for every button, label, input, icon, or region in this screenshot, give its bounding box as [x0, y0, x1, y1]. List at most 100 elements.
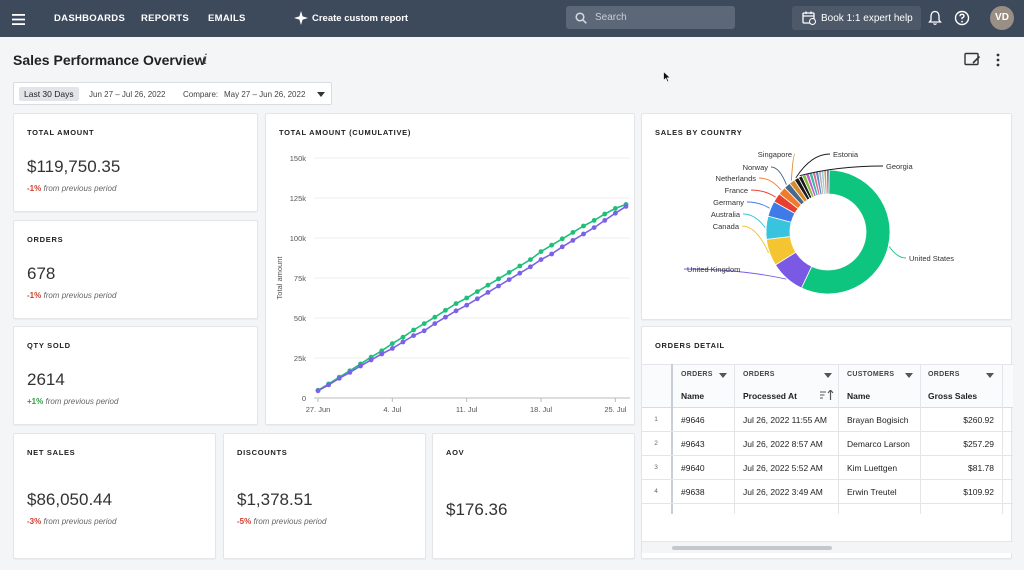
- data-point[interactable]: [559, 244, 565, 250]
- column-header-customer-name[interactable]: Name: [847, 391, 871, 401]
- data-point[interactable]: [453, 301, 459, 306]
- book-expert-help-button[interactable]: Book 1:1 expert help: [792, 6, 921, 30]
- column-menu-icon[interactable]: [986, 373, 994, 378]
- column-header-order-name[interactable]: Name: [681, 391, 705, 401]
- data-point[interactable]: [474, 289, 480, 294]
- data-point[interactable]: [389, 341, 395, 346]
- data-point[interactable]: [443, 314, 448, 320]
- data-point[interactable]: [400, 339, 406, 345]
- more-options-icon[interactable]: [995, 53, 1001, 67]
- data-point[interactable]: [389, 346, 395, 351]
- data-point[interactable]: [528, 257, 533, 262]
- data-point[interactable]: [411, 333, 416, 338]
- column-menu-icon[interactable]: [719, 373, 727, 378]
- customer-name-cell: Brayan Bogisich: [847, 415, 909, 425]
- nav-emails[interactable]: EMAILS: [208, 13, 246, 24]
- data-point[interactable]: [528, 264, 533, 270]
- processed-at-cell: Jul 26, 2022 11:55 AM: [743, 415, 827, 425]
- sort-descending-icon[interactable]: [820, 390, 834, 400]
- data-point[interactable]: [421, 328, 427, 334]
- column-group-orders: ORDERS: [681, 371, 713, 378]
- data-point[interactable]: [453, 308, 459, 314]
- info-icon[interactable]: i: [203, 52, 208, 68]
- data-point[interactable]: [581, 231, 586, 237]
- data-point[interactable]: [612, 210, 618, 216]
- avatar[interactable]: VD: [990, 6, 1014, 30]
- data-point[interactable]: [379, 351, 385, 357]
- data-point[interactable]: [581, 223, 586, 229]
- data-point[interactable]: [464, 295, 470, 301]
- menu-icon[interactable]: [12, 12, 25, 25]
- table-row[interactable]: 2 #9643 Jul 26, 2022 8:57 AM Demarco Larson…: [642, 432, 1013, 456]
- data-point[interactable]: [549, 251, 555, 257]
- label-leader: [795, 153, 831, 179]
- change-value: -5%: [237, 517, 252, 526]
- table-row[interactable]: 4 #9638 Jul 26, 2022 3:49 AM Erwin Treutel $…: [642, 480, 1013, 504]
- data-point[interactable]: [570, 238, 576, 243]
- calendar-icon: [802, 11, 816, 25]
- data-point[interactable]: [496, 276, 501, 282]
- nav-dashboards[interactable]: DASHBOARDS: [54, 13, 126, 24]
- table-row[interactable]: 3 #9640 Jul 26, 2022 5:52 AM Kim Luettgen $8…: [642, 456, 1013, 480]
- data-point[interactable]: [591, 225, 597, 230]
- column-header-gross-sales[interactable]: Gross Sales: [928, 391, 978, 401]
- donut-slice[interactable]: [800, 169, 891, 295]
- scrollbar-thumb[interactable]: [672, 546, 832, 550]
- order-name-cell: #9643: [681, 439, 705, 449]
- data-point[interactable]: [443, 307, 448, 313]
- nav-reports[interactable]: REPORTS: [141, 13, 190, 24]
- help-icon[interactable]: [954, 10, 970, 26]
- data-point[interactable]: [315, 388, 321, 394]
- label-leader: [770, 166, 787, 185]
- slice-label: United States: [909, 254, 954, 263]
- data-point[interactable]: [591, 218, 597, 223]
- data-point[interactable]: [602, 218, 608, 223]
- data-point[interactable]: [336, 375, 342, 381]
- data-point[interactable]: [623, 204, 629, 209]
- data-point[interactable]: [432, 314, 438, 320]
- data-point[interactable]: [538, 257, 544, 262]
- search-input[interactable]: Search: [566, 6, 735, 29]
- data-point[interactable]: [474, 296, 480, 302]
- slice-label: United Kingdom: [687, 265, 740, 274]
- kpi-value: $86,050.44: [27, 490, 113, 509]
- horizontal-scrollbar[interactable]: [642, 541, 1013, 553]
- chevron-down-icon: [317, 92, 325, 97]
- data-point[interactable]: [517, 270, 523, 276]
- data-point[interactable]: [612, 206, 618, 211]
- data-point[interactable]: [485, 282, 491, 288]
- data-point[interactable]: [496, 283, 501, 289]
- table-row[interactable]: 1 #9646 Jul 26, 2022 11:55 AM Brayan Bogisi…: [642, 408, 1013, 432]
- data-point[interactable]: [570, 230, 576, 235]
- bell-icon[interactable]: [928, 10, 942, 26]
- kpi-change: -1% from previous period: [27, 291, 116, 300]
- data-point[interactable]: [549, 242, 555, 248]
- kpi-title: ORDERS: [27, 235, 64, 244]
- data-point[interactable]: [517, 263, 523, 269]
- data-point[interactable]: [368, 357, 374, 363]
- data-point[interactable]: [326, 382, 332, 388]
- data-point[interactable]: [506, 270, 512, 275]
- column-menu-icon[interactable]: [824, 373, 832, 378]
- data-point[interactable]: [432, 321, 438, 326]
- label-leader: [742, 213, 766, 228]
- date-range-filter[interactable]: Last 30 Days Jun 27 – Jul 26, 2022 Compa…: [13, 82, 332, 105]
- data-point[interactable]: [538, 249, 544, 255]
- data-point[interactable]: [347, 370, 353, 375]
- data-point[interactable]: [411, 327, 416, 333]
- data-point[interactable]: [421, 321, 427, 326]
- note-edit-icon[interactable]: [964, 52, 981, 67]
- range-preset-chip[interactable]: Last 30 Days: [19, 87, 79, 101]
- column-header-processed-at[interactable]: Processed At: [743, 391, 798, 401]
- data-point[interactable]: [358, 363, 363, 369]
- data-point[interactable]: [559, 236, 565, 242]
- kpi-change: -1% from previous period: [27, 184, 116, 193]
- create-custom-report-button[interactable]: Create custom report: [294, 10, 409, 26]
- donut-slice[interactable]: [826, 169, 830, 195]
- column-menu-icon[interactable]: [905, 373, 913, 378]
- data-point[interactable]: [506, 277, 512, 282]
- data-point[interactable]: [485, 290, 491, 295]
- data-point[interactable]: [464, 302, 470, 308]
- data-point[interactable]: [400, 334, 406, 340]
- data-point[interactable]: [602, 211, 608, 217]
